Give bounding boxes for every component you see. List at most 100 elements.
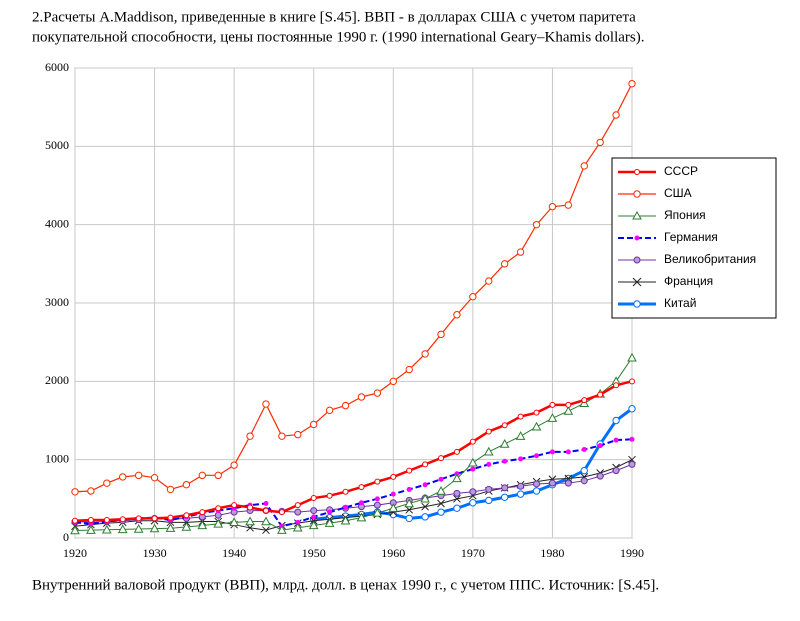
marker: [468, 457, 478, 467]
series-line: [74, 380, 633, 523]
marker: [532, 487, 541, 495]
marker: [374, 496, 380, 502]
marker: [438, 455, 445, 462]
marker: [372, 507, 383, 517]
series-line: [74, 459, 633, 531]
marker: [437, 499, 445, 508]
marker: [327, 509, 333, 515]
marker: [119, 473, 127, 481]
marker: [629, 378, 635, 385]
marker: [215, 505, 222, 512]
marker: [452, 473, 462, 483]
marker: [230, 461, 238, 469]
marker: [453, 489, 461, 497]
legend-marker: [634, 235, 640, 241]
marker: [534, 453, 540, 459]
marker: [532, 220, 541, 229]
x-tick-label: 1960: [381, 546, 405, 560]
marker: [390, 491, 396, 497]
marker: [405, 365, 413, 374]
y-tick-label: 1000: [45, 451, 69, 465]
marker: [549, 449, 555, 455]
legend-marker: [633, 256, 641, 264]
marker: [87, 487, 95, 495]
legend-label: Япония: [664, 208, 706, 222]
marker: [374, 478, 381, 485]
marker: [627, 352, 637, 362]
marker: [135, 515, 142, 522]
marker: [516, 248, 525, 256]
marker: [388, 503, 399, 512]
marker: [71, 488, 79, 496]
marker: [548, 202, 557, 211]
marker: [565, 401, 572, 408]
y-tick-label: 2000: [45, 373, 69, 387]
marker: [229, 517, 239, 527]
marker: [453, 494, 461, 503]
marker: [182, 481, 191, 489]
marker: [499, 438, 510, 448]
marker: [342, 488, 349, 495]
marker: [246, 523, 254, 532]
marker: [469, 488, 477, 496]
marker: [549, 401, 556, 408]
marker: [390, 473, 397, 480]
marker: [470, 466, 476, 472]
legend-marker: [633, 300, 641, 308]
marker: [422, 482, 428, 488]
marker: [436, 485, 446, 495]
marker: [533, 409, 540, 416]
marker: [469, 499, 477, 507]
marker: [343, 504, 349, 510]
series-line: [74, 438, 633, 528]
legend-symbol: [634, 169, 640, 175]
marker: [356, 512, 367, 522]
marker: [405, 514, 413, 523]
marker: [117, 524, 128, 534]
marker: [597, 443, 603, 449]
marker: [502, 458, 508, 464]
legend-label: Германия: [664, 230, 718, 244]
marker: [596, 138, 604, 147]
marker: [500, 260, 509, 268]
marker: [341, 401, 350, 410]
legend-symbol: [633, 256, 641, 264]
y-tick-label: 5000: [45, 138, 69, 152]
marker: [294, 508, 302, 516]
marker: [581, 397, 588, 404]
y-tick-label: 4000: [45, 216, 69, 230]
marker: [149, 523, 160, 533]
marker: [183, 512, 190, 519]
series-line: [74, 83, 633, 493]
legend-marker: [632, 277, 642, 287]
marker: [373, 389, 382, 397]
marker: [324, 518, 335, 527]
marker: [308, 520, 319, 530]
legend-symbol: [632, 277, 642, 287]
marker: [596, 472, 604, 480]
marker: [437, 508, 445, 516]
x-tick-label: 1980: [540, 546, 564, 560]
marker: [311, 514, 317, 520]
marker: [326, 492, 333, 499]
legend-label: США: [664, 186, 692, 200]
marker: [485, 277, 493, 285]
marker: [213, 518, 224, 528]
marker: [119, 516, 126, 523]
x-tick-label: 1940: [222, 546, 246, 560]
marker: [373, 501, 381, 509]
marker: [214, 471, 222, 480]
series-line: [74, 463, 633, 523]
marker: [420, 493, 430, 503]
x-tick-label: 1930: [143, 546, 167, 560]
marker: [501, 484, 509, 492]
marker: [245, 516, 255, 526]
x-tick-label: 1920: [63, 546, 87, 560]
marker: [581, 446, 587, 452]
marker: [263, 501, 269, 507]
marker: [103, 516, 110, 523]
marker: [517, 482, 525, 490]
y-tick-label: 6000: [45, 60, 69, 74]
legend-marker: [632, 210, 642, 220]
